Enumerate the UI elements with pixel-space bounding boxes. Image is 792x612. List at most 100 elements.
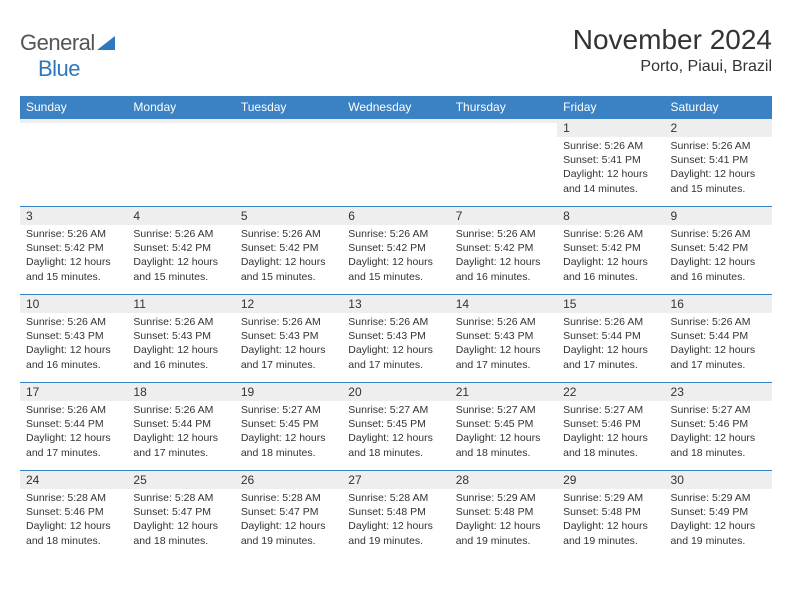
sunrise-text: Sunrise: 5:27 AM [456, 403, 551, 417]
day-info: Sunrise: 5:27 AMSunset: 5:45 PMDaylight:… [342, 401, 449, 464]
daylight-text: Daylight: 12 hours and 16 minutes. [133, 343, 228, 371]
calendar-day-cell: 16Sunrise: 5:26 AMSunset: 5:44 PMDayligh… [665, 295, 772, 383]
day-number: 2 [665, 119, 772, 137]
calendar-day-cell: 4Sunrise: 5:26 AMSunset: 5:42 PMDaylight… [127, 207, 234, 295]
sunrise-text: Sunrise: 5:26 AM [26, 403, 121, 417]
calendar-day-cell: 25Sunrise: 5:28 AMSunset: 5:47 PMDayligh… [127, 471, 234, 559]
sunrise-text: Sunrise: 5:26 AM [26, 315, 121, 329]
sunrise-text: Sunrise: 5:26 AM [348, 227, 443, 241]
day-number: 10 [20, 295, 127, 313]
daylight-text: Daylight: 12 hours and 16 minutes. [671, 255, 766, 283]
day-info [127, 123, 234, 173]
calendar-day-cell: 11Sunrise: 5:26 AMSunset: 5:43 PMDayligh… [127, 295, 234, 383]
sunset-text: Sunset: 5:47 PM [241, 505, 336, 519]
daylight-text: Daylight: 12 hours and 17 minutes. [133, 431, 228, 459]
sunrise-text: Sunrise: 5:26 AM [671, 139, 766, 153]
month-title: November 2024 [573, 24, 772, 56]
daylight-text: Daylight: 12 hours and 18 minutes. [671, 431, 766, 459]
daylight-text: Daylight: 12 hours and 18 minutes. [133, 519, 228, 547]
weekday-header-row: Sunday Monday Tuesday Wednesday Thursday… [20, 96, 772, 119]
sunrise-text: Sunrise: 5:29 AM [671, 491, 766, 505]
calendar-day-cell: 23Sunrise: 5:27 AMSunset: 5:46 PMDayligh… [665, 383, 772, 471]
logo-text-block: General Blue [20, 30, 115, 82]
sunset-text: Sunset: 5:46 PM [563, 417, 658, 431]
sunrise-text: Sunrise: 5:29 AM [456, 491, 551, 505]
day-info: Sunrise: 5:26 AMSunset: 5:42 PMDaylight:… [127, 225, 234, 288]
daylight-text: Daylight: 12 hours and 17 minutes. [348, 343, 443, 371]
calendar-day-cell [342, 119, 449, 207]
daylight-text: Daylight: 12 hours and 16 minutes. [26, 343, 121, 371]
calendar-day-cell: 2Sunrise: 5:26 AMSunset: 5:41 PMDaylight… [665, 119, 772, 207]
day-info: Sunrise: 5:28 AMSunset: 5:46 PMDaylight:… [20, 489, 127, 552]
day-number: 23 [665, 383, 772, 401]
day-info: Sunrise: 5:26 AMSunset: 5:43 PMDaylight:… [342, 313, 449, 376]
day-info: Sunrise: 5:26 AMSunset: 5:43 PMDaylight:… [450, 313, 557, 376]
sunrise-text: Sunrise: 5:26 AM [563, 139, 658, 153]
day-number: 13 [342, 295, 449, 313]
day-number: 14 [450, 295, 557, 313]
calendar-day-cell: 24Sunrise: 5:28 AMSunset: 5:46 PMDayligh… [20, 471, 127, 559]
calendar-day-cell: 14Sunrise: 5:26 AMSunset: 5:43 PMDayligh… [450, 295, 557, 383]
day-info: Sunrise: 5:26 AMSunset: 5:44 PMDaylight:… [557, 313, 664, 376]
sunrise-text: Sunrise: 5:26 AM [563, 227, 658, 241]
daylight-text: Daylight: 12 hours and 19 minutes. [241, 519, 336, 547]
day-info: Sunrise: 5:29 AMSunset: 5:49 PMDaylight:… [665, 489, 772, 552]
sunrise-text: Sunrise: 5:27 AM [348, 403, 443, 417]
logo-text-blue: Blue [20, 56, 80, 81]
day-number: 4 [127, 207, 234, 225]
calendar-page: General Blue November 2024 Porto, Piaui,… [0, 0, 792, 559]
calendar-day-cell: 10 Sunrise: 5:26 AMSunset: 5:43 PMDayligh… [20, 295, 127, 383]
sunset-text: Sunset: 5:47 PM [133, 505, 228, 519]
sunrise-text: Sunrise: 5:26 AM [133, 315, 228, 329]
sunset-text: Sunset: 5:44 PM [133, 417, 228, 431]
daylight-text: Daylight: 12 hours and 17 minutes. [26, 431, 121, 459]
daylight-text: Daylight: 12 hours and 18 minutes. [241, 431, 336, 459]
calendar-week-row: 17Sunrise: 5:26 AMSunset: 5:44 PMDayligh… [20, 383, 772, 471]
sunset-text: Sunset: 5:44 PM [26, 417, 121, 431]
day-number: 20 [342, 383, 449, 401]
calendar-day-cell [235, 119, 342, 207]
weekday-header: Saturday [665, 96, 772, 119]
calendar-body: 1Sunrise: 5:26 AMSunset: 5:41 PMDaylight… [20, 119, 772, 559]
sunrise-text: Sunrise: 5:26 AM [671, 315, 766, 329]
daylight-text: Daylight: 12 hours and 19 minutes. [671, 519, 766, 547]
sunrise-text: Sunrise: 5:26 AM [348, 315, 443, 329]
day-info: Sunrise: 5:26 AMSunset: 5:42 PMDaylight:… [342, 225, 449, 288]
sunrise-text: Sunrise: 5:28 AM [348, 491, 443, 505]
weekday-header: Monday [127, 96, 234, 119]
calendar-week-row: 1Sunrise: 5:26 AMSunset: 5:41 PMDaylight… [20, 119, 772, 207]
calendar-day-cell: 29Sunrise: 5:29 AMSunset: 5:48 PMDayligh… [557, 471, 664, 559]
calendar-day-cell: 7Sunrise: 5:26 AMSunset: 5:42 PMDaylight… [450, 207, 557, 295]
sunset-text: Sunset: 5:45 PM [348, 417, 443, 431]
sunset-text: Sunset: 5:43 PM [26, 329, 121, 343]
day-number: 24 [20, 471, 127, 489]
day-number: 17 [20, 383, 127, 401]
sunrise-text: Sunrise: 5:26 AM [133, 227, 228, 241]
day-number: 5 [235, 207, 342, 225]
day-number: 7 [450, 207, 557, 225]
sunset-text: Sunset: 5:42 PM [241, 241, 336, 255]
calendar-day-cell: 18Sunrise: 5:26 AMSunset: 5:44 PMDayligh… [127, 383, 234, 471]
sunrise-text: Sunrise: 5:26 AM [133, 403, 228, 417]
weekday-header: Tuesday [235, 96, 342, 119]
calendar-week-row: 3Sunrise: 5:26 AMSunset: 5:42 PMDaylight… [20, 207, 772, 295]
sunset-text: Sunset: 5:43 PM [348, 329, 443, 343]
sunset-text: Sunset: 5:42 PM [133, 241, 228, 255]
sunrise-text: Sunrise: 5:27 AM [671, 403, 766, 417]
sunrise-text: Sunrise: 5:26 AM [456, 227, 551, 241]
sunset-text: Sunset: 5:44 PM [671, 329, 766, 343]
day-info: Sunrise: 5:27 AMSunset: 5:46 PMDaylight:… [557, 401, 664, 464]
triangle-icon [97, 36, 115, 55]
day-number: 25 [127, 471, 234, 489]
day-number: 15 [557, 295, 664, 313]
sunset-text: Sunset: 5:42 PM [348, 241, 443, 255]
calendar-day-cell: 6Sunrise: 5:26 AMSunset: 5:42 PMDaylight… [342, 207, 449, 295]
sunrise-text: Sunrise: 5:26 AM [563, 315, 658, 329]
brand-logo: General Blue [20, 24, 115, 82]
day-number: 12 [235, 295, 342, 313]
day-info: Sunrise: 5:27 AMSunset: 5:45 PMDaylight:… [450, 401, 557, 464]
daylight-text: Daylight: 12 hours and 15 minutes. [671, 167, 766, 195]
sunset-text: Sunset: 5:44 PM [563, 329, 658, 343]
weekday-header: Wednesday [342, 96, 449, 119]
sunset-text: Sunset: 5:48 PM [456, 505, 551, 519]
